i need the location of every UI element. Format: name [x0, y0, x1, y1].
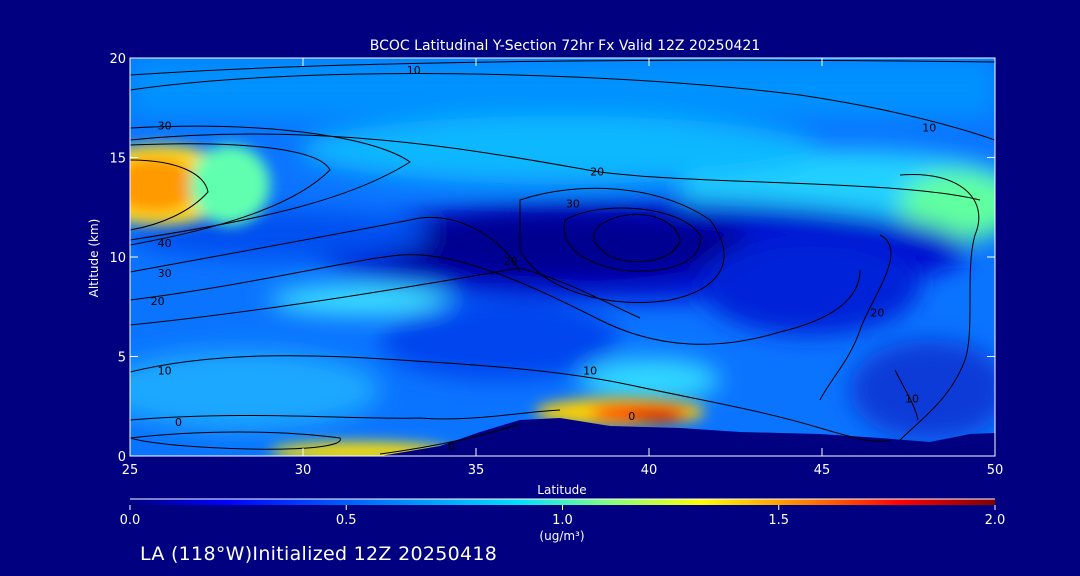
- contour-label: 20: [590, 165, 604, 178]
- colorbar-unit: (ug/m³): [539, 529, 584, 543]
- contour-label: 0: [448, 440, 455, 453]
- contour-10-right-lower: [894, 369, 919, 421]
- colorbar-gradient: [130, 499, 995, 505]
- x-tick-label: 30: [295, 463, 312, 478]
- field-upper-band: [130, 58, 995, 118]
- contour-labels: 10 30 40 30 20 10 0 0 0 20 30 20 10 10 20 10: [151, 64, 937, 453]
- colorbar-tick-label: 1.0: [552, 513, 573, 528]
- contour-30-center-inner: [593, 213, 681, 263]
- contour-20-lower: [130, 254, 861, 345]
- contour-30-center-outer: [519, 187, 725, 303]
- field-lower-cyan: [580, 358, 720, 402]
- field-cyan-8km: [270, 286, 450, 314]
- contour-label: 10: [922, 122, 936, 135]
- contour-upper-2: [130, 59, 995, 76]
- field-right-green: [900, 170, 995, 240]
- y-tick-label: 20: [109, 52, 126, 67]
- x-axis-label: Latitude: [537, 483, 586, 497]
- contour-50-left: [130, 159, 209, 231]
- y-tick-label: 0: [118, 450, 126, 465]
- contour-0-lower: [130, 409, 561, 421]
- field-hot-left-inner: [130, 157, 200, 213]
- contour-20-upper: [130, 133, 981, 201]
- x-axis: 25 30 35 40 45 50: [122, 58, 1004, 478]
- terrain: [380, 418, 995, 456]
- contour-label: 30: [566, 197, 580, 210]
- contour-label: 30: [158, 120, 172, 133]
- colorbar-ticks: 0.0 0.5 1.0 1.5 2.0: [120, 505, 1006, 528]
- contour-label: 40: [158, 237, 172, 250]
- contour-label: 20: [504, 255, 518, 268]
- concentration-field: [130, 58, 995, 456]
- contour-label: 10: [583, 364, 597, 377]
- contour-30-left: [130, 125, 411, 241]
- x-tick-label: 25: [122, 463, 139, 478]
- y-tick-label: 10: [109, 251, 126, 266]
- y-axis-label: Altitude (km): [87, 219, 101, 298]
- field-left-blue: [130, 210, 430, 260]
- contour-label: 0: [175, 416, 182, 429]
- y-tick-label: 15: [109, 152, 126, 167]
- x-tick-label: 40: [641, 463, 658, 478]
- initialization-footer: LA (118°W)Initialized 12Z 20250418: [140, 543, 498, 565]
- colorbar-tick-label: 0.0: [120, 513, 141, 528]
- contour-lines: [130, 59, 995, 455]
- contour-0-surface: [379, 423, 521, 455]
- contour-40-left: [130, 143, 331, 246]
- contour-30-center-mid: [563, 207, 701, 272]
- field-lower-mid: [380, 300, 620, 380]
- x-tick-label: 50: [987, 463, 1004, 478]
- field-hot-surface-core: [630, 413, 680, 423]
- contour-10-lower: [130, 355, 891, 442]
- field-dark-core: [370, 210, 750, 280]
- contour-label: 20: [151, 295, 165, 308]
- contour-30-lower: [130, 216, 521, 273]
- contour-label: 0: [628, 410, 635, 423]
- field-lower-left: [130, 350, 380, 430]
- colorbar-tick-label: 0.5: [336, 513, 357, 528]
- field-dark-right: [700, 235, 920, 335]
- contour-20-right: [819, 234, 892, 401]
- y-axis: 0 5 10 15 20: [109, 52, 995, 465]
- contour-label: 10: [158, 364, 172, 377]
- field-upper-cyan-mid: [300, 116, 820, 184]
- contour-20-mid: [130, 267, 641, 326]
- colorbar-tick-label: 1.5: [768, 513, 789, 528]
- field-green-left: [190, 145, 270, 225]
- chart-title: BCOC Latitudinal Y-Section 72hr Fx Valid…: [370, 38, 760, 54]
- x-tick-label: 35: [468, 463, 485, 478]
- colorbar: 0.0 0.5 1.0 1.5 2.0 (ug/m³): [120, 498, 1006, 543]
- contour-0-loop: [130, 431, 341, 450]
- contour-label: 20: [870, 307, 884, 320]
- contour-label: 10: [905, 392, 919, 405]
- contour-10-upper: [130, 73, 995, 141]
- field-lower-right: [850, 340, 995, 440]
- contour-label: 30: [158, 267, 172, 280]
- contour-label: 10: [407, 64, 421, 77]
- contour-10-right: [899, 173, 980, 441]
- x-tick-label: 45: [814, 463, 831, 478]
- colorbar-tick-label: 2.0: [985, 513, 1006, 528]
- y-tick-label: 5: [118, 351, 126, 366]
